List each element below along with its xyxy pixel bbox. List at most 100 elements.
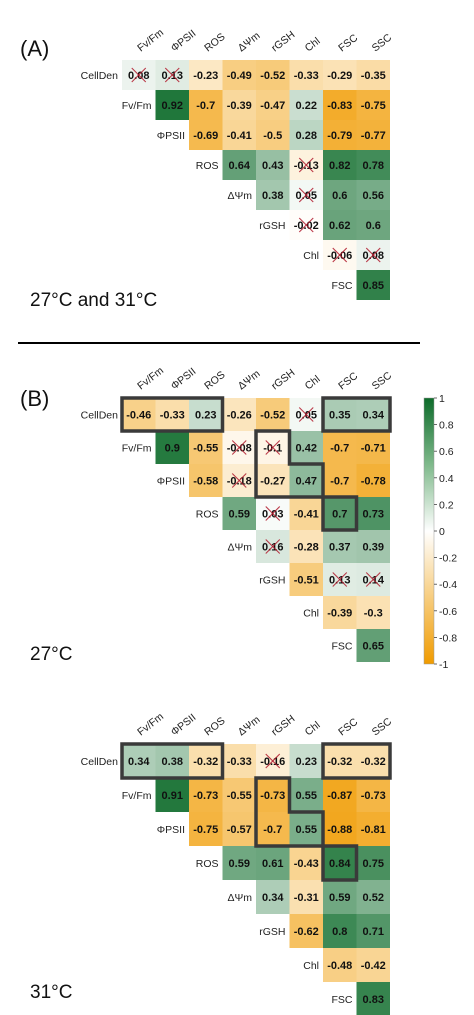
cell-value: -0.32	[327, 756, 352, 768]
cell-value: -0.5	[263, 130, 282, 142]
heatmap-cell	[289, 880, 323, 914]
column-label: ΦPSII	[169, 28, 199, 55]
heatmap-cell	[222, 150, 256, 180]
cell-value: -0.26	[227, 410, 252, 422]
cell-value: -0.69	[193, 130, 218, 142]
row-label: ΦPSII	[157, 130, 185, 142]
heatmap-cell	[323, 180, 357, 210]
non-significant-cross-icon	[332, 247, 348, 263]
heatmap-cell	[356, 744, 390, 778]
heatmap-cell	[289, 530, 323, 563]
heatmap-cell	[289, 464, 323, 497]
cell-value: -0.41	[294, 509, 319, 521]
cell-value: -0.02	[294, 220, 319, 232]
column-label: Fv/Fm	[135, 364, 166, 392]
non-significant-cross-icon	[265, 539, 281, 554]
cell-value: 0.05	[296, 410, 317, 422]
cell-value: -0.39	[327, 608, 352, 620]
heatmap-cell	[256, 398, 290, 431]
heatmap-cell	[323, 778, 357, 812]
heatmap-cell	[256, 778, 290, 812]
heatmap-cell	[222, 90, 256, 120]
cell-value: 0.52	[363, 892, 384, 904]
cell-value: 0.78	[363, 160, 384, 172]
highlight-outline	[254, 776, 359, 882]
cell-value: -0.06	[327, 250, 352, 262]
heatmap-cell	[189, 431, 223, 464]
heatmap-cell	[155, 90, 189, 120]
cell-value: -0.33	[294, 70, 319, 82]
heatmap-cell	[323, 210, 357, 240]
cell-value: 0.08	[363, 250, 384, 262]
non-significant-cross-icon	[231, 440, 247, 455]
heatmap-cell	[222, 497, 256, 530]
cell-value: -0.55	[227, 790, 252, 802]
cell-value: 0.64	[229, 160, 251, 172]
row-label: ΔΨm	[227, 190, 252, 202]
cell-value: 0.43	[262, 160, 283, 172]
heatmap-cell	[256, 60, 290, 90]
heatmap-cell	[356, 497, 390, 530]
heatmap-cell	[356, 596, 390, 629]
panel-tag: (A)	[20, 36, 49, 61]
heatmap-cell	[155, 778, 189, 812]
heatmap-cell	[222, 846, 256, 880]
heatmap-cell	[222, 120, 256, 150]
cell-value: 0.9	[165, 443, 180, 455]
cell-value: 0.34	[128, 756, 150, 768]
row-label: Chl	[303, 250, 319, 262]
heatmap-cell	[289, 431, 323, 464]
cell-value: -0.32	[193, 756, 218, 768]
cell-value: 0.61	[262, 858, 283, 870]
heatmap-cell	[155, 744, 189, 778]
row-label: Fv/Fm	[122, 790, 152, 802]
cell-value: -0.87	[327, 790, 352, 802]
heatmap-cell	[289, 812, 323, 846]
highlight-outline	[120, 742, 225, 780]
heatmap-cell	[222, 60, 256, 90]
non-significant-cross-icon	[298, 217, 314, 233]
non-significant-cross-icon	[332, 572, 348, 587]
cell-value: 0.23	[195, 410, 216, 422]
cell-value: -0.46	[126, 410, 151, 422]
cell-value: -0.57	[227, 824, 252, 836]
cell-value: -0.43	[294, 858, 319, 870]
cell-value: 0.91	[162, 790, 183, 802]
row-label: ROS	[196, 509, 219, 521]
cell-value: 0.39	[363, 542, 384, 554]
cell-value: -0.88	[327, 824, 352, 836]
legend-tick-label: 0.6	[439, 446, 454, 458]
cell-value: 0.38	[162, 756, 183, 768]
column-label: FSC	[336, 716, 360, 739]
cell-value: -0.47	[260, 100, 285, 112]
cell-value: -0.62	[294, 926, 319, 938]
row-label: ΦPSII	[157, 824, 185, 836]
cell-value: -0.31	[294, 892, 319, 904]
condition-label: 31°C	[30, 982, 72, 1003]
cell-value: -0.7	[196, 100, 215, 112]
heatmap-cell	[289, 563, 323, 596]
cell-value: -0.18	[227, 476, 252, 488]
cell-value: -0.08	[227, 443, 252, 455]
cell-value: -0.42	[361, 960, 386, 972]
color-legend: 1 0.8 0.6 0.4 0.2 0 -0.2 -0.4 -0.6 -0.8 -1	[423, 393, 457, 671]
cell-value: -0.71	[361, 443, 386, 455]
heatmap-panel: (B)Fv/Fm ΦPSII ROS ΔΨm rGSH Chl FSC SSCCellDenF…	[20, 364, 394, 665]
cell-value: -0.16	[260, 756, 285, 768]
legend-tick-label: -0.6	[439, 606, 457, 618]
row-label: FSC	[332, 994, 353, 1006]
cell-value: -0.7	[330, 476, 349, 488]
heatmap-cell	[356, 464, 390, 497]
column-label: rGSH	[269, 29, 297, 55]
heatmap-cell	[323, 464, 357, 497]
cell-value: -0.3	[364, 608, 383, 620]
cell-value: 0.03	[262, 509, 283, 521]
cell-value: -0.29	[327, 70, 352, 82]
heatmap-cell	[189, 90, 223, 120]
column-label: rGSH	[269, 367, 297, 393]
heatmap-cell	[323, 948, 357, 982]
non-significant-cross-icon	[298, 157, 314, 173]
cell-value: -0.41	[227, 130, 252, 142]
cell-value: -0.27	[260, 476, 285, 488]
cell-value: 0.92	[162, 100, 183, 112]
